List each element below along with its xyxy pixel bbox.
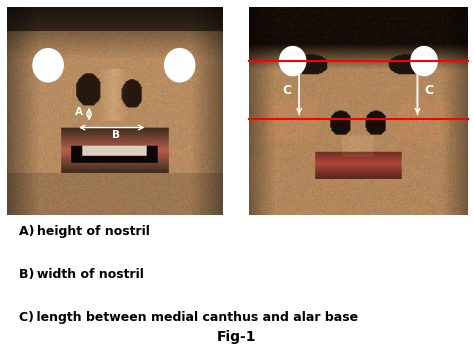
Text: C: C bbox=[425, 84, 434, 97]
Ellipse shape bbox=[33, 49, 63, 82]
Ellipse shape bbox=[411, 47, 437, 76]
Text: C: C bbox=[283, 84, 292, 97]
Text: Fig-1: Fig-1 bbox=[217, 331, 257, 344]
Text: B) width of nostril: B) width of nostril bbox=[19, 268, 144, 281]
Text: C) length between medial canthus and alar base: C) length between medial canthus and ala… bbox=[19, 311, 358, 324]
Text: B: B bbox=[112, 130, 120, 140]
Text: A) height of nostril: A) height of nostril bbox=[19, 225, 150, 239]
Ellipse shape bbox=[164, 49, 195, 82]
Ellipse shape bbox=[280, 47, 306, 76]
Text: A: A bbox=[74, 107, 82, 117]
